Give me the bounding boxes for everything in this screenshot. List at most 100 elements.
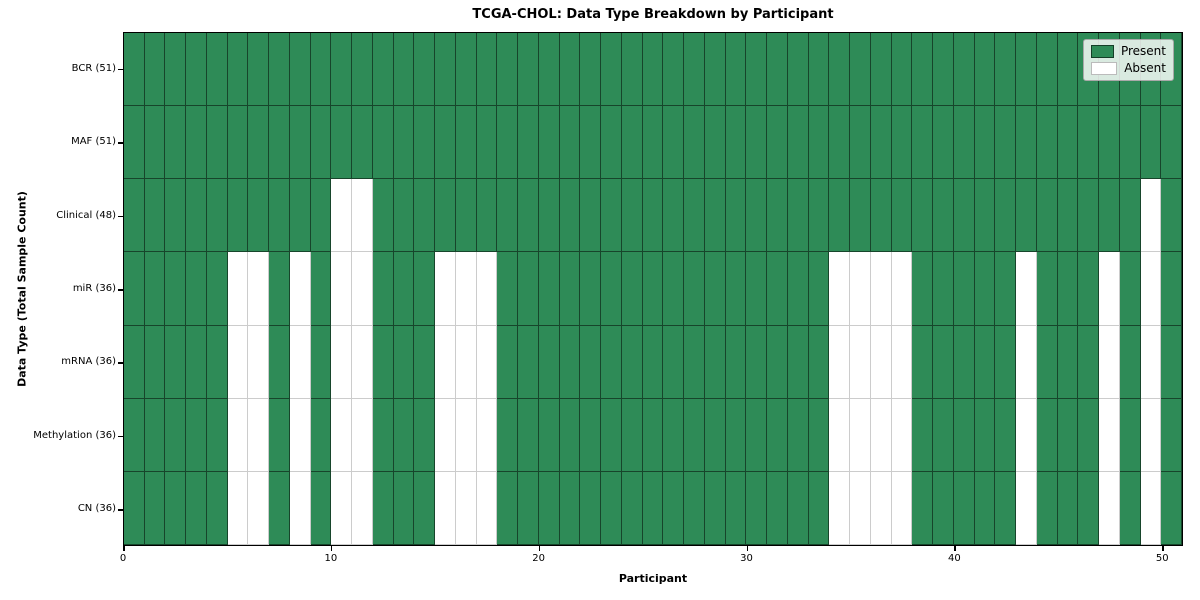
chart-title: TCGA-CHOL: Data Type Breakdown by Partic… (472, 7, 834, 22)
matrix-cell (538, 106, 560, 180)
matrix-cell (1057, 33, 1079, 107)
matrix-cell (1078, 325, 1100, 399)
matrix-cell (310, 106, 332, 180)
matrix-cell (476, 179, 498, 253)
matrix-cell (414, 252, 436, 326)
matrix-cell (829, 106, 851, 180)
matrix-cell (1016, 252, 1037, 326)
matrix-cell (1078, 252, 1100, 326)
x-tick-label: 20 (532, 553, 546, 564)
matrix-cell (372, 471, 394, 545)
matrix-cell (269, 33, 290, 107)
matrix-cell (144, 252, 166, 326)
matrix-cell (580, 325, 602, 399)
matrix-cell (1099, 179, 1120, 253)
matrix-cell (642, 252, 664, 326)
y-tick-mark (118, 215, 123, 218)
matrix-cell (1057, 106, 1079, 180)
matrix-cell (850, 398, 871, 472)
matrix-cell (995, 106, 1017, 180)
matrix-cell (497, 106, 519, 180)
matrix-cell (435, 179, 456, 253)
matrix-cell (767, 33, 788, 107)
matrix-cell (227, 471, 249, 545)
matrix-cell (497, 398, 519, 472)
matrix-cell (372, 179, 394, 253)
matrix-cell (186, 33, 207, 107)
matrix-cell (144, 325, 166, 399)
matrix-cell (124, 33, 145, 107)
matrix-cell (538, 252, 560, 326)
y-tick-label: mRNA (36) (61, 356, 116, 368)
x-tick-mark (330, 546, 333, 551)
matrix-cell (621, 33, 643, 107)
matrix-cell (601, 398, 622, 472)
matrix-cell (995, 179, 1017, 253)
matrix-cell (1036, 106, 1058, 180)
matrix-cell (704, 252, 726, 326)
matrix-cell (497, 33, 519, 107)
matrix-cell (331, 33, 353, 107)
matrix-cell (746, 252, 768, 326)
matrix-cell (518, 471, 539, 545)
matrix-cell (601, 252, 622, 326)
matrix-cell (289, 106, 311, 180)
matrix-cell (933, 179, 954, 253)
matrix-cell (559, 471, 581, 545)
matrix-cell (974, 325, 996, 399)
matrix-cell (414, 398, 436, 472)
matrix-cell (518, 252, 539, 326)
matrix-cell (891, 398, 913, 472)
matrix-cell (601, 179, 622, 253)
matrix-cell (414, 471, 436, 545)
matrix-cell (310, 252, 332, 326)
matrix-cell (310, 33, 332, 107)
matrix-cell (393, 471, 415, 545)
matrix-cell (1016, 106, 1037, 180)
matrix-cell (1119, 106, 1141, 180)
matrix-cell (227, 179, 249, 253)
matrix-cell (850, 179, 871, 253)
matrix-cell (684, 179, 705, 253)
matrix-cell (850, 325, 871, 399)
matrix-cell (580, 398, 602, 472)
matrix-cell (206, 33, 228, 107)
matrix-cell (1119, 398, 1141, 472)
matrix-cell (580, 179, 602, 253)
matrix-cell (206, 471, 228, 545)
matrix-cell (1078, 398, 1100, 472)
matrix-cell (621, 398, 643, 472)
matrix-cell (165, 471, 187, 545)
matrix-cell (331, 106, 353, 180)
matrix-cell (1161, 471, 1182, 545)
matrix-cell (829, 33, 851, 107)
matrix-cell (165, 33, 187, 107)
matrix-cell (269, 252, 290, 326)
matrix-cell (684, 33, 705, 107)
matrix-cell (891, 252, 913, 326)
matrix-cell (725, 33, 747, 107)
matrix-cell (331, 325, 353, 399)
matrix-cell (995, 471, 1017, 545)
matrix-cell (787, 106, 809, 180)
matrix-cell (891, 179, 913, 253)
matrix-cell (165, 179, 187, 253)
matrix-cell (206, 398, 228, 472)
matrix-cell (1036, 179, 1058, 253)
matrix-cell (476, 325, 498, 399)
matrix-cell (870, 252, 892, 326)
matrix-cell (621, 106, 643, 180)
matrix-cell (518, 33, 539, 107)
matrix-cell (704, 179, 726, 253)
matrix-cell (974, 33, 996, 107)
matrix-cell (746, 106, 768, 180)
matrix-cell (435, 398, 456, 472)
matrix-cell (933, 325, 954, 399)
matrix-cell (953, 179, 975, 253)
matrix-cell (1078, 471, 1100, 545)
matrix-cell (476, 471, 498, 545)
plot-area (123, 32, 1183, 546)
matrix-cell (850, 33, 871, 107)
matrix-cell (725, 471, 747, 545)
matrix-cell (1140, 179, 1162, 253)
